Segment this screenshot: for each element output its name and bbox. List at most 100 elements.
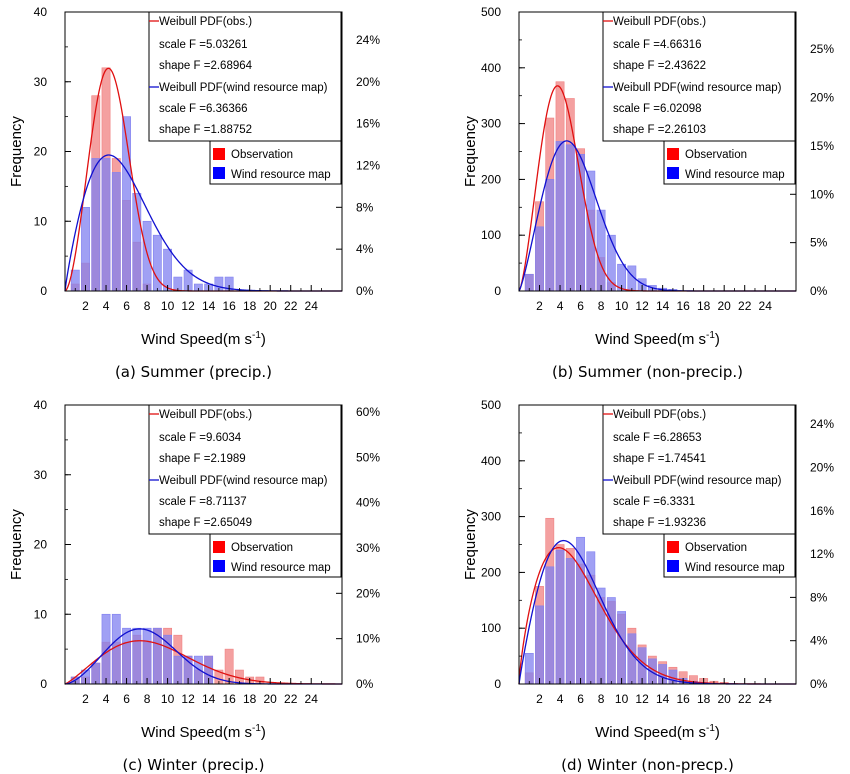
wind-map-bar — [91, 158, 101, 292]
y2-tick-label: 15% — [810, 139, 834, 153]
legend-map-swatch — [667, 167, 679, 179]
x-tick-label: 2 — [82, 299, 89, 313]
x-tick-label: 16 — [222, 299, 236, 313]
wind-map-bar — [535, 605, 544, 685]
wind-map-bar — [565, 558, 575, 685]
x-tick-label: 12 — [635, 692, 649, 706]
y-tick-label: 400 — [481, 61, 501, 75]
x-tick-label: 14 — [656, 692, 670, 706]
x-tick-label: 22 — [284, 299, 298, 313]
bar-legend-box — [209, 140, 342, 185]
wind-map-bar — [524, 653, 534, 685]
x-tick-label: 12 — [181, 692, 195, 706]
x-tick-label: 18 — [243, 299, 257, 313]
x-tick-label: 18 — [243, 692, 257, 706]
y-tick-label: 40 — [34, 5, 48, 19]
y-axis-title: Frequency — [462, 116, 479, 187]
bar-group — [70, 613, 265, 685]
x-tick-label: 18 — [697, 299, 711, 313]
wind-map-bar — [193, 655, 203, 685]
wind-map-bar — [163, 248, 173, 292]
x-tick-label: 24 — [305, 299, 319, 313]
legend-obs-swatch — [667, 541, 679, 553]
legend-map-label: Wind resource map — [685, 562, 785, 574]
x-axis-title-close: ) — [261, 724, 266, 741]
legend-map-label: Wind resource map — [231, 169, 331, 181]
x-axis-title-main: Wind Speed(m s — [595, 724, 706, 741]
weibull-legend-box — [148, 11, 342, 142]
legend-obs-swatch — [213, 541, 225, 553]
x-tick-label: 14 — [656, 299, 670, 313]
x-tick-label: 10 — [161, 299, 175, 313]
x-tick-label: 22 — [284, 692, 298, 706]
x-axis-title-close: ) — [715, 331, 720, 348]
legend-obs-title: Weibull PDF(obs.) — [613, 16, 706, 28]
y-tick-label: 30 — [34, 468, 48, 482]
wind-map-bar — [576, 536, 585, 685]
wind-map-bar — [101, 158, 111, 292]
y-axis-title: Frequency — [8, 116, 25, 187]
y2-tick-label: 0% — [356, 284, 374, 298]
panel-caption: (d) Winter (non-precp.) — [561, 756, 734, 774]
panel-caption: (b) Summer (non-precip.) — [552, 363, 743, 381]
x-axis-title-sup: -1 — [706, 330, 715, 341]
x-axis-title: Wind Speed(m s-1) — [141, 723, 266, 741]
x-tick-label: 4 — [103, 692, 110, 706]
legend-obs-swatch — [667, 148, 679, 160]
x-axis-title-main: Wind Speed(m s — [141, 724, 252, 741]
wind-map-bar — [627, 633, 637, 685]
wind-map-bar — [142, 627, 152, 685]
y-axis-title: Frequency — [462, 509, 479, 580]
wind-map-bar — [111, 613, 121, 685]
y2-tick-label: 16% — [810, 504, 834, 518]
x-tick-label: 10 — [615, 692, 629, 706]
x-tick-label: 6 — [577, 299, 584, 313]
x-tick-label: 8 — [598, 692, 605, 706]
x-tick-label: 20 — [718, 692, 732, 706]
wind-map-bar — [617, 611, 627, 685]
y2-tick-label: 12% — [810, 547, 834, 561]
legend-map-label: Wind resource map — [231, 562, 331, 574]
y-tick-label: 200 — [481, 172, 501, 186]
x-tick-label: 6 — [123, 692, 130, 706]
y-tick-label: 10 — [34, 214, 48, 228]
wind-map-bar — [565, 144, 575, 292]
y2-tick-label: 24% — [356, 33, 380, 47]
wind-map-bar — [545, 179, 555, 292]
legend-obs-label: Observation — [685, 542, 747, 554]
legend-map-swatch — [213, 167, 225, 179]
x-tick-label: 18 — [697, 692, 711, 706]
x-tick-label: 22 — [738, 299, 752, 313]
y2-tick-label: 20% — [356, 586, 380, 600]
y-tick-label: 20 — [34, 145, 48, 159]
y2-tick-label: 20% — [810, 91, 834, 105]
legend-map-shape: shape F =1.93236 — [613, 517, 706, 529]
legend-map-title: Weibull PDF(wind resource map) — [159, 82, 328, 94]
x-axis-title-sup: -1 — [252, 723, 261, 734]
legend-map-shape: shape F =1.88752 — [159, 124, 252, 136]
y-axis-title: Frequency — [8, 509, 25, 580]
weibull-legend-box — [148, 404, 342, 535]
y-tick-label: 30 — [34, 75, 48, 89]
legend-obs-title: Weibull PDF(obs.) — [159, 409, 252, 421]
y2-tick-label: 25% — [810, 42, 834, 56]
y-tick-label: 100 — [481, 621, 501, 635]
x-tick-label: 2 — [536, 692, 543, 706]
x-tick-label: 24 — [305, 692, 319, 706]
x-tick-label: 22 — [738, 692, 752, 706]
legend-obs-scale: scale F =5.03261 — [159, 39, 248, 51]
y-tick-label: 40 — [34, 398, 48, 412]
wind-map-bar — [596, 587, 606, 685]
y2-tick-label: 16% — [356, 117, 380, 131]
legend-obs-title: Weibull PDF(obs.) — [159, 16, 252, 28]
x-tick-label: 24 — [759, 692, 773, 706]
legend-obs-shape: shape F =2.68964 — [159, 60, 253, 72]
y2-tick-label: 0% — [810, 284, 828, 298]
y2-tick-label: 4% — [810, 634, 828, 648]
x-tick-label: 14 — [202, 692, 216, 706]
y2-tick-label: 5% — [810, 236, 828, 250]
wind-map-bar — [545, 566, 555, 685]
